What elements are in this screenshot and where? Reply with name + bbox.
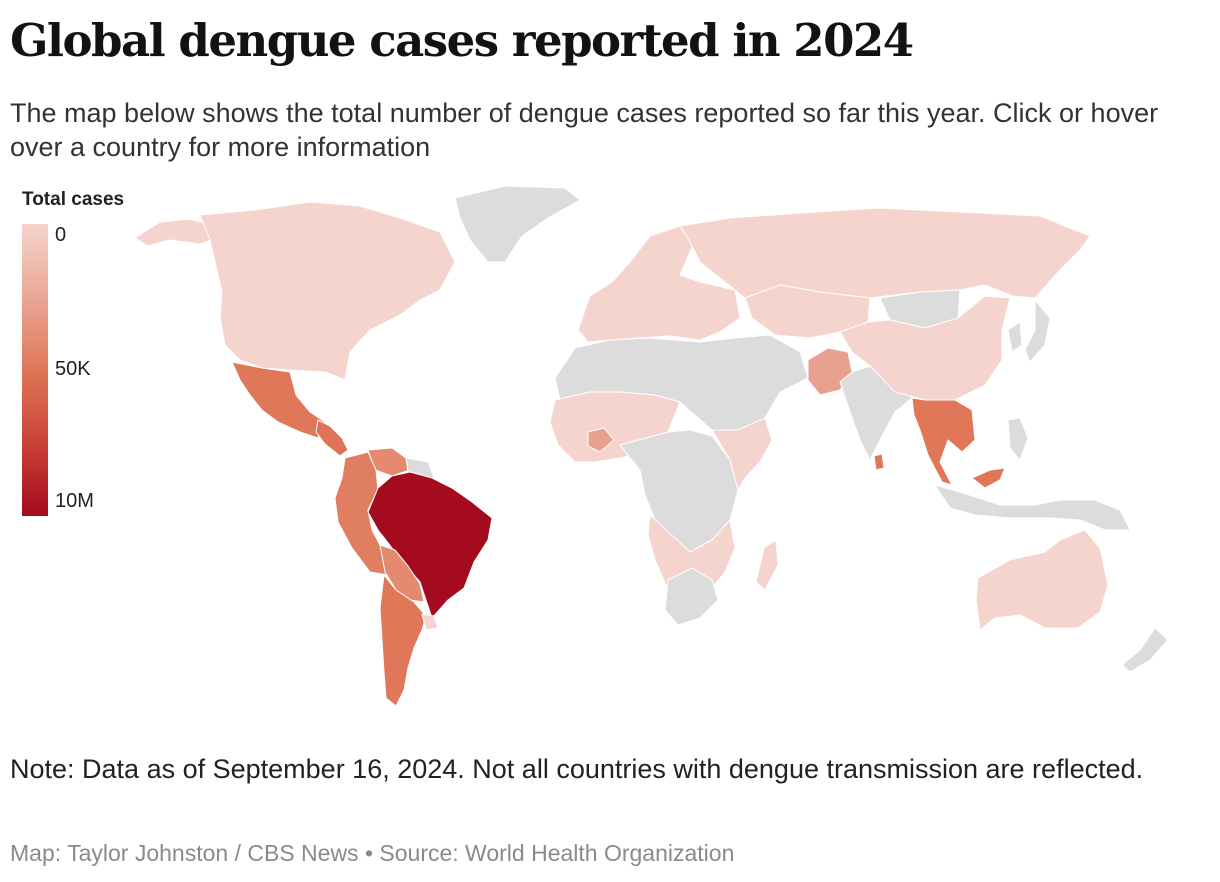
country-central-america[interactable] bbox=[315, 419, 349, 457]
country-east-africa[interactable] bbox=[711, 417, 773, 491]
country-japan-korea[interactable] bbox=[1007, 299, 1051, 363]
country-south-africa[interactable] bbox=[664, 567, 719, 626]
country-indonesia-png[interactable] bbox=[934, 484, 1131, 531]
legend-color-scale bbox=[22, 224, 48, 516]
legend-tick-mid: 50K bbox=[55, 358, 91, 380]
country-brazil[interactable] bbox=[367, 471, 493, 619]
map-subtitle: The map below shows the total number of … bbox=[10, 98, 1159, 162]
world-map bbox=[134, 185, 1169, 707]
country-uruguay[interactable] bbox=[421, 613, 439, 631]
country-argentina-chile[interactable] bbox=[379, 574, 427, 707]
legend-tick-min: 0 bbox=[55, 224, 67, 246]
country-mexico[interactable] bbox=[231, 361, 326, 439]
country-australia[interactable] bbox=[975, 529, 1109, 631]
legend-tick-max: 10M bbox=[55, 490, 94, 512]
country-china[interactable] bbox=[839, 295, 1011, 401]
country-north-america[interactable] bbox=[199, 201, 456, 381]
footer-credit: Map: Taylor Johnston / CBS News • Source… bbox=[10, 840, 735, 866]
country-philippines[interactable] bbox=[1007, 417, 1029, 461]
map-title: Global dengue cases reported in 2024 bbox=[10, 14, 914, 67]
country-russia[interactable] bbox=[679, 207, 1091, 299]
country-malaysia[interactable] bbox=[971, 467, 1006, 489]
country-sri-lanka[interactable] bbox=[873, 453, 885, 471]
legend-title: Total cases bbox=[22, 189, 125, 210]
country-bolivia-paraguay[interactable] bbox=[379, 544, 425, 603]
footer-note: Note: Data as of September 16, 2024. Not… bbox=[10, 754, 1144, 784]
country-madagascar[interactable] bbox=[755, 539, 779, 591]
country-new-zealand[interactable] bbox=[1121, 627, 1169, 673]
country-southeast-asia[interactable] bbox=[911, 397, 976, 486]
country-burkina-faso[interactable] bbox=[587, 427, 615, 453]
country-greenland[interactable] bbox=[454, 185, 581, 263]
